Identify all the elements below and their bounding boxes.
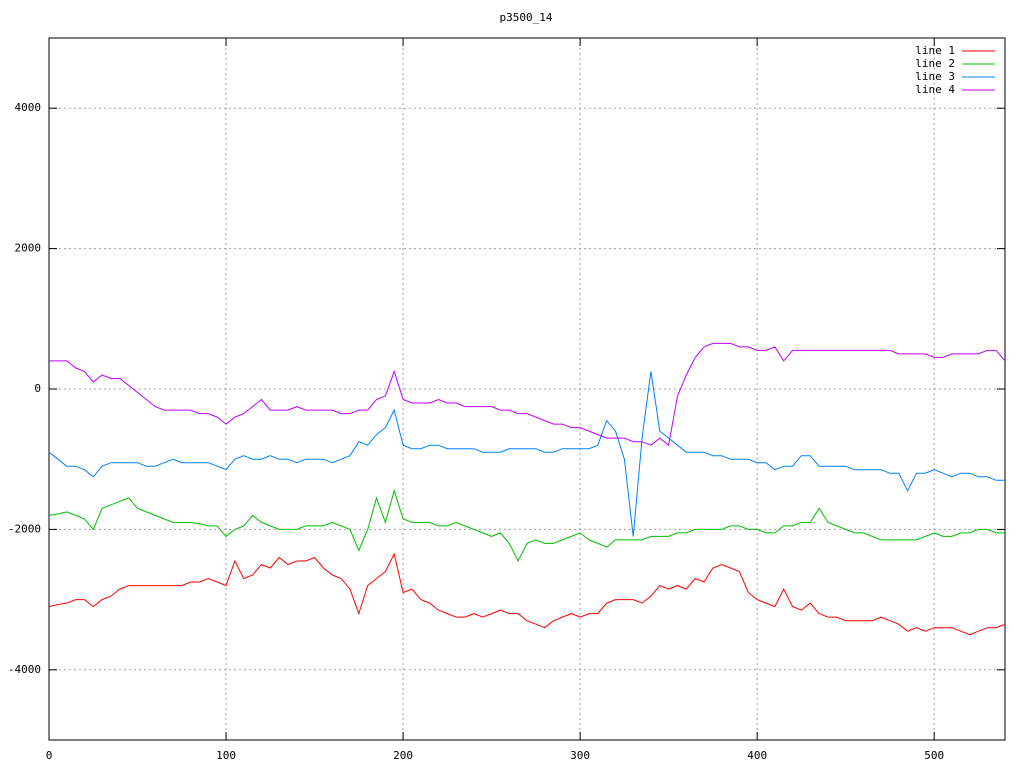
y-tick-label: 2000	[15, 242, 42, 255]
x-tick-label: 300	[570, 749, 590, 762]
x-tick-label: 0	[46, 749, 53, 762]
y-tick-label: 4000	[15, 101, 42, 114]
y-tick-label: 0	[34, 382, 41, 395]
y-tick-label: -4000	[8, 663, 41, 676]
legend-label: line 2	[915, 57, 955, 70]
series-line	[48, 552, 1006, 636]
series-line	[48, 371, 1005, 537]
x-tick-label: 100	[216, 749, 236, 762]
x-tick-label: 200	[393, 749, 413, 762]
legend-label: line 4	[915, 83, 955, 96]
chart-title: p3500_14	[500, 11, 553, 24]
legend-label: line 1	[915, 44, 955, 57]
x-tick-label: 400	[747, 749, 767, 762]
plot-frame	[48, 37, 1006, 741]
legend-label: line 3	[915, 70, 955, 83]
series-line	[49, 342, 1006, 447]
x-tick-label: 500	[924, 749, 944, 762]
series-line	[48, 489, 1005, 563]
y-tick-label: -2000	[8, 522, 41, 535]
